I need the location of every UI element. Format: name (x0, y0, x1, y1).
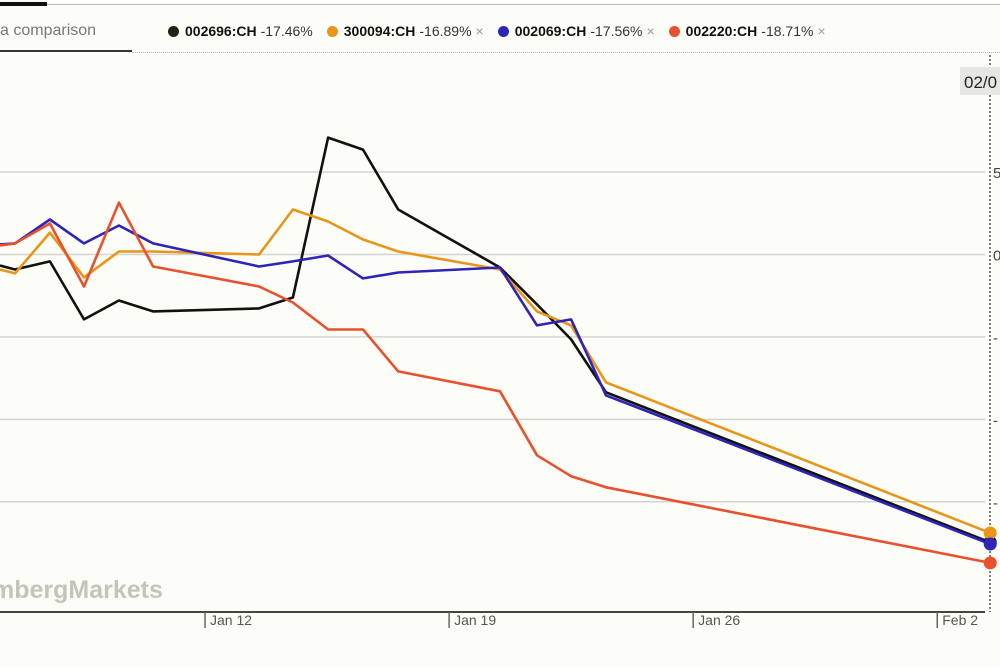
remove-series-close-icon[interactable]: × (475, 23, 484, 39)
legend-item: 002069:CH -17.56% × (497, 22, 655, 40)
remove-series-close-icon[interactable]: × (817, 23, 826, 39)
legend-symbol: 002220:CH (685, 23, 758, 39)
x-tick-label: Jan 26 (698, 612, 740, 628)
x-tick-label: Jan 19 (454, 612, 496, 628)
series-color-dot-icon (668, 25, 680, 37)
y-tick-label: 5 (993, 165, 1000, 182)
series-line-002069:CH (0, 218, 991, 546)
y-tick-label: - (993, 495, 998, 512)
x-tick-label: Jan 12 (210, 612, 252, 628)
legend-item: 002696:CH -17.46% (168, 22, 313, 40)
legend-item: 300094:CH -16.89% × (326, 22, 484, 40)
crosshair-date-box (960, 67, 1000, 95)
series-end-marker (983, 526, 997, 540)
y-tick-label: - (993, 330, 998, 347)
y-tick-label: - (993, 412, 998, 429)
legend-change: -17.56% (590, 23, 643, 39)
legend-symbol: 002069:CH (514, 23, 587, 39)
comparison-search-input[interactable]: a comparison (0, 20, 132, 52)
y-tick-label: 0 (993, 247, 1000, 264)
legend-symbol: 300094:CH (343, 23, 416, 39)
active-tab-indicator (0, 2, 47, 6)
series-end-marker (983, 556, 997, 570)
legend-change: -17.46% (260, 23, 313, 39)
legend-item: 002220:CH -18.71% × (668, 22, 826, 40)
series-color-dot-icon (168, 25, 179, 37)
legend-symbol: 002696:CH (185, 23, 257, 39)
series-end-marker (983, 537, 997, 551)
legend: 002696:CH -17.46% 300094:CH -16.89% × 00… (168, 22, 826, 40)
crosshair-date-label: 02/0 (964, 73, 997, 92)
header-divider (132, 52, 1000, 53)
series-line-002696:CH (0, 136, 991, 544)
series-line-002220:CH (0, 201, 991, 565)
remove-series-close-icon[interactable]: × (646, 23, 655, 39)
watermark-logo: mbergMarkets (0, 576, 163, 604)
series-color-dot-icon (326, 25, 338, 37)
legend-change: -16.89% (419, 23, 472, 39)
series-color-dot-icon (497, 25, 509, 37)
legend-change: -18.71% (761, 23, 814, 39)
x-tick-label: Feb 2 (942, 612, 978, 628)
top-divider (0, 4, 1000, 5)
